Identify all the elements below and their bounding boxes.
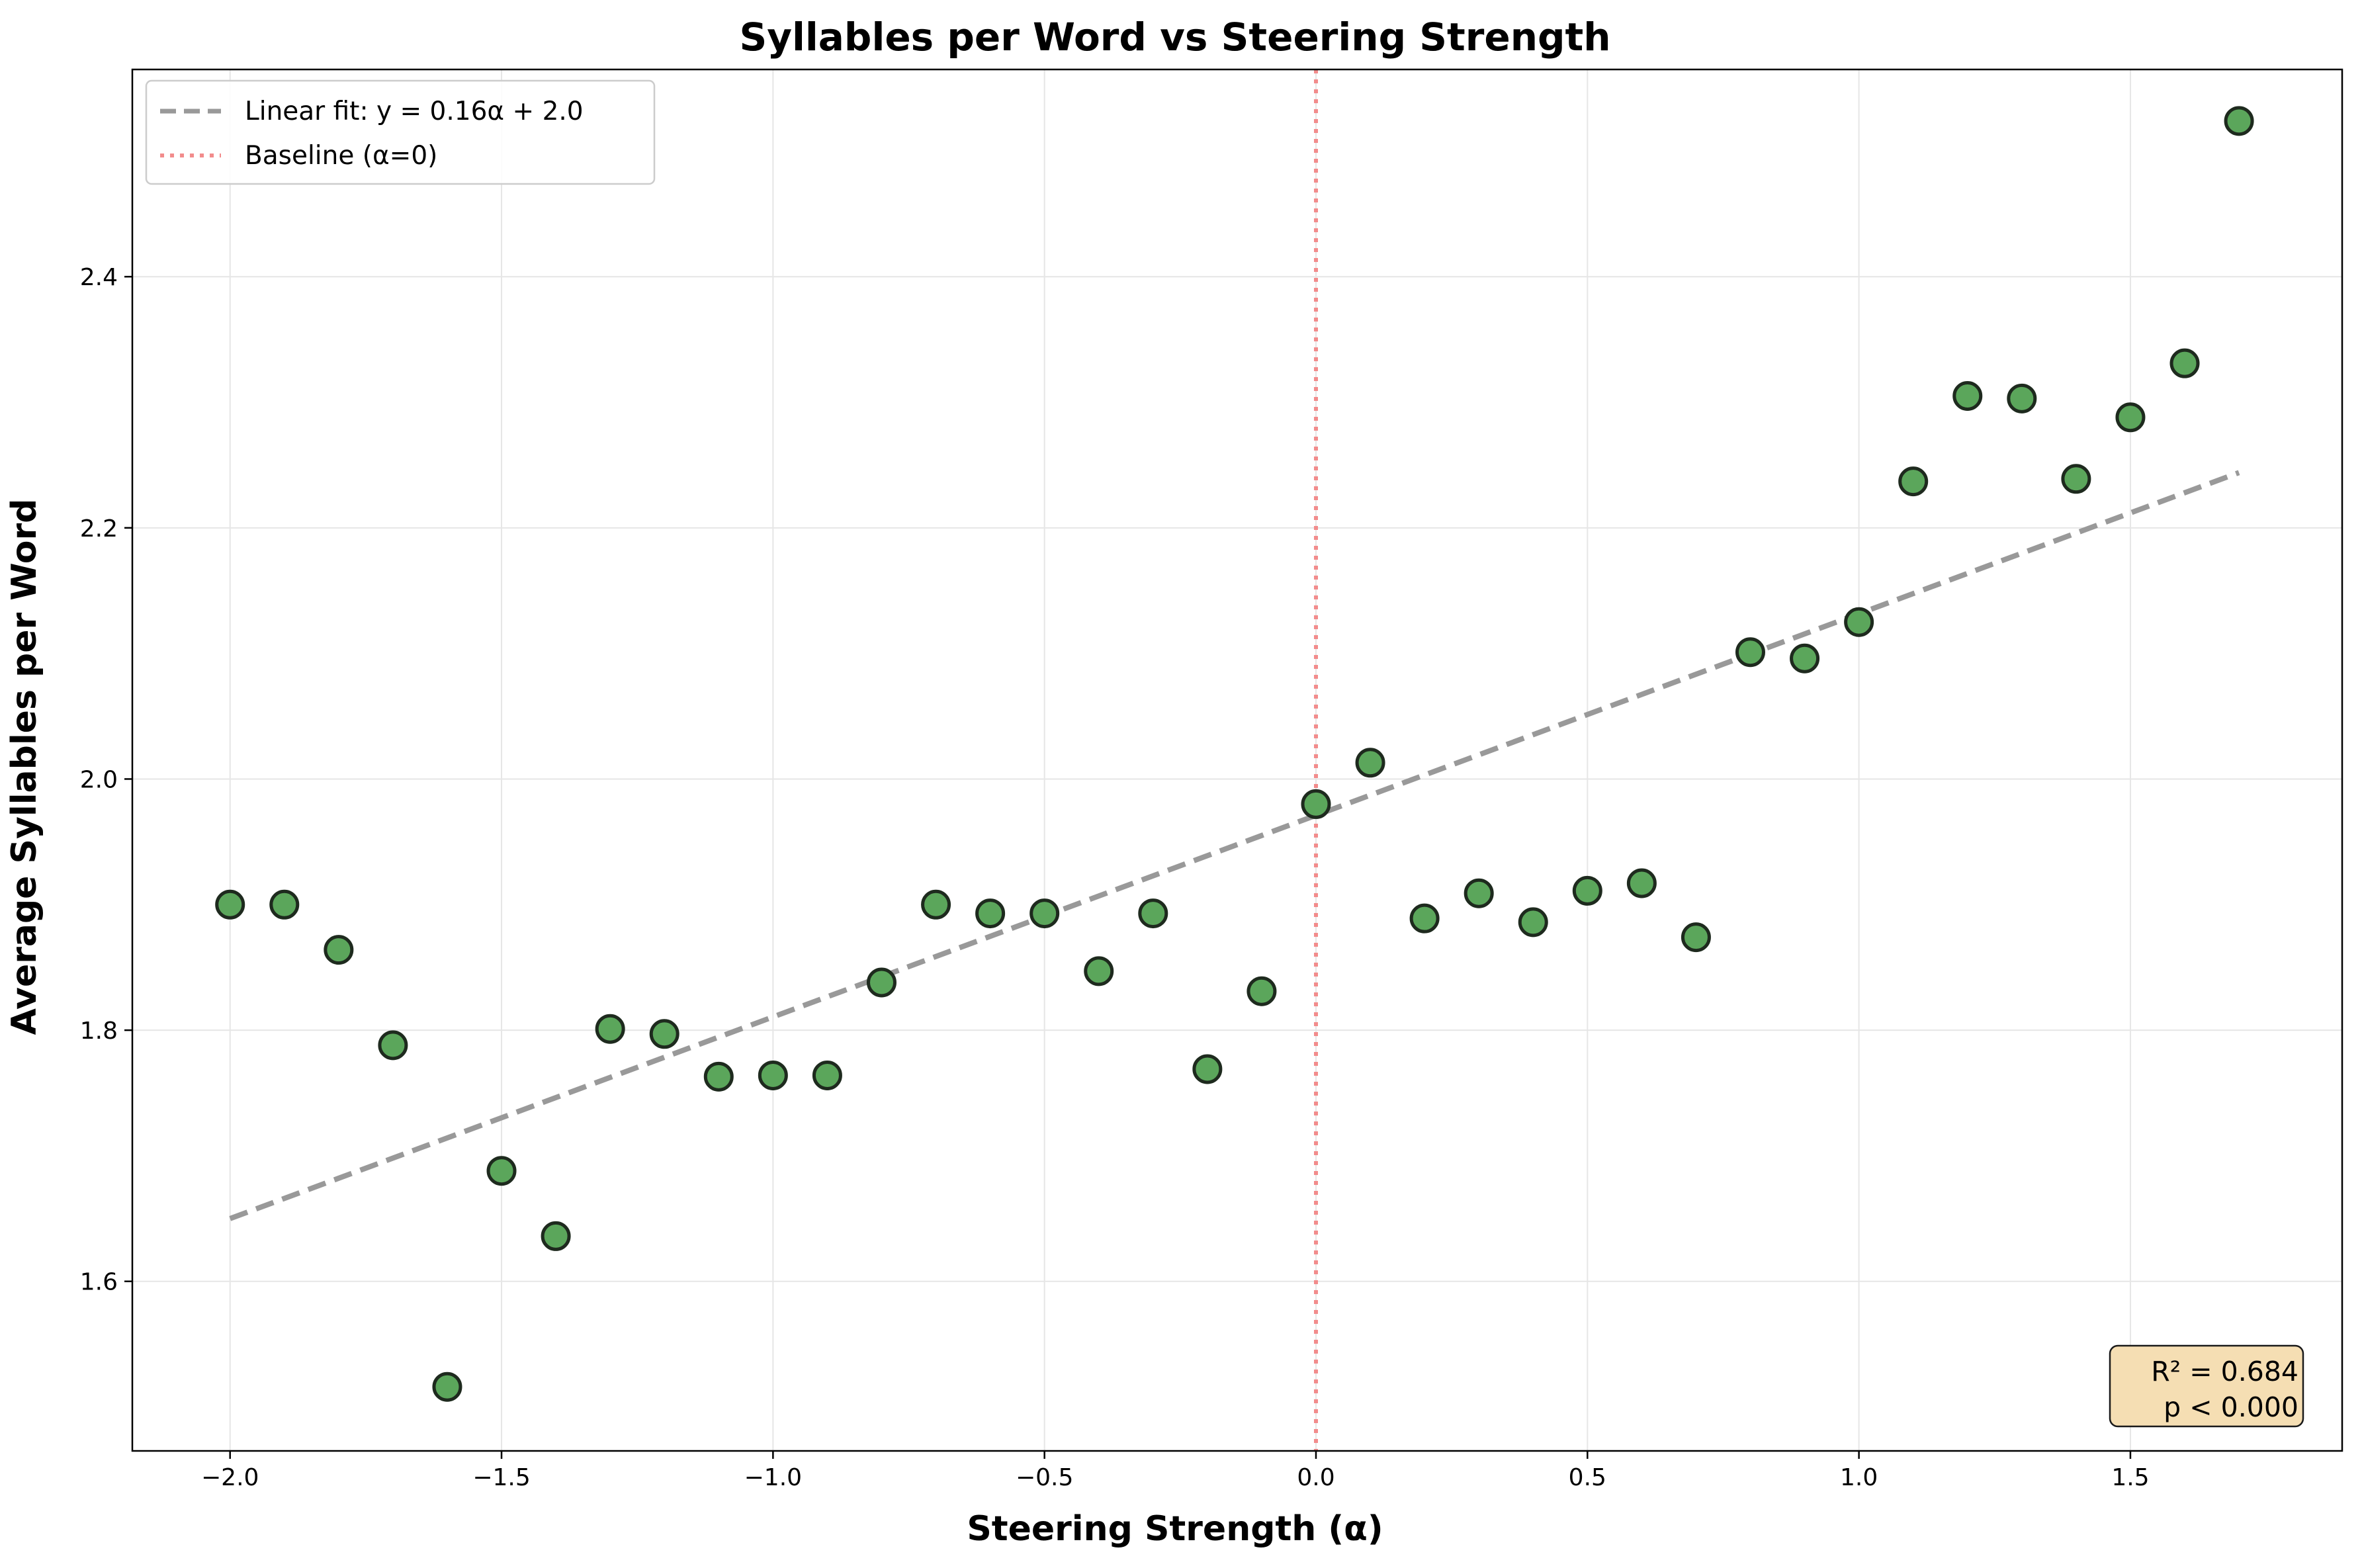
y-tick-label: 2.0 — [80, 766, 118, 793]
data-point — [2115, 402, 2146, 433]
data-point — [541, 1221, 571, 1251]
x-tick-label: −1.5 — [472, 1464, 530, 1491]
data-point — [2061, 464, 2091, 494]
x-axis-label: Steering Strength (α) — [967, 1509, 1383, 1549]
data-point — [486, 1156, 517, 1186]
grid — [132, 69, 2342, 1451]
chart-title: Syllables per Word vs Steering Strength — [739, 15, 1610, 60]
data-point — [1409, 903, 1440, 934]
x-axis-ticks: −2.0 −1.5 −1.0 −0.5 0.0 0.5 1.0 1.5 — [201, 1451, 2150, 1491]
data-point — [2224, 106, 2254, 136]
data-point — [1952, 381, 1983, 412]
data-point — [1681, 922, 1711, 953]
data-point — [2007, 383, 2037, 414]
data-point — [1572, 875, 1602, 906]
stats-p-value: p < 0.000 — [2164, 1391, 2298, 1423]
data-points — [215, 106, 2254, 1402]
data-point — [921, 889, 951, 920]
data-point — [378, 1030, 408, 1061]
y-tick-label: 2.2 — [80, 515, 118, 543]
data-point — [649, 1019, 679, 1049]
data-point — [1735, 637, 1766, 668]
data-point — [2169, 348, 2200, 378]
data-point — [1464, 878, 1494, 908]
data-point — [812, 1060, 842, 1090]
stats-box: R² = 0.684 p < 0.000 — [2109, 1344, 2304, 1428]
x-tick-label: −0.5 — [1016, 1464, 1073, 1491]
data-point — [1898, 466, 1929, 497]
data-point — [1029, 898, 1060, 929]
x-tick-label: 1.5 — [2111, 1464, 2149, 1491]
data-point — [1626, 868, 1657, 898]
data-point — [1355, 748, 1385, 778]
plot-frame — [131, 68, 2343, 1452]
data-point — [1084, 956, 1114, 986]
data-point — [432, 1372, 462, 1402]
y-axis-label: Average Syllables per Word — [5, 499, 44, 1035]
y-tick-label: 1.6 — [80, 1269, 118, 1296]
data-point — [758, 1060, 788, 1090]
fit-line — [229, 470, 2240, 1221]
data-point — [595, 1014, 625, 1044]
data-point — [1844, 607, 1874, 637]
data-point — [269, 889, 300, 920]
data-point — [1301, 789, 1331, 819]
data-point — [703, 1061, 734, 1092]
legend: Linear fit: y = 0.16α + 2.0 Baseline (α=… — [145, 79, 656, 185]
legend-fit-label: Linear fit: y = 0.16α + 2.0 — [245, 97, 584, 126]
y-axis-ticks: 1.6 1.8 2.0 2.2 2.4 — [80, 264, 132, 1296]
data-point — [215, 889, 245, 920]
legend-baseline-label: Baseline (α=0) — [245, 141, 437, 171]
legend-box — [145, 79, 656, 185]
data-point — [1518, 907, 1548, 937]
data-point — [1247, 976, 1277, 1006]
stats-r-squared: R² = 0.684 — [2151, 1356, 2298, 1387]
data-point — [324, 935, 354, 965]
x-tick-label: 0.0 — [1297, 1464, 1334, 1491]
x-tick-label: −2.0 — [201, 1464, 259, 1491]
data-point — [975, 898, 1006, 929]
x-tick-label: −1.0 — [744, 1464, 802, 1491]
x-tick-label: 1.0 — [1840, 1464, 1878, 1491]
data-point — [866, 967, 897, 998]
stats-box-background — [2109, 1344, 2304, 1428]
x-tick-label: 0.5 — [1569, 1464, 1606, 1491]
data-point — [1192, 1054, 1223, 1084]
y-tick-label: 2.4 — [80, 264, 118, 291]
fit-line-layer — [229, 470, 2240, 1221]
y-tick-label: 1.8 — [80, 1018, 118, 1045]
data-point — [1138, 898, 1168, 929]
data-point — [1790, 643, 1820, 674]
